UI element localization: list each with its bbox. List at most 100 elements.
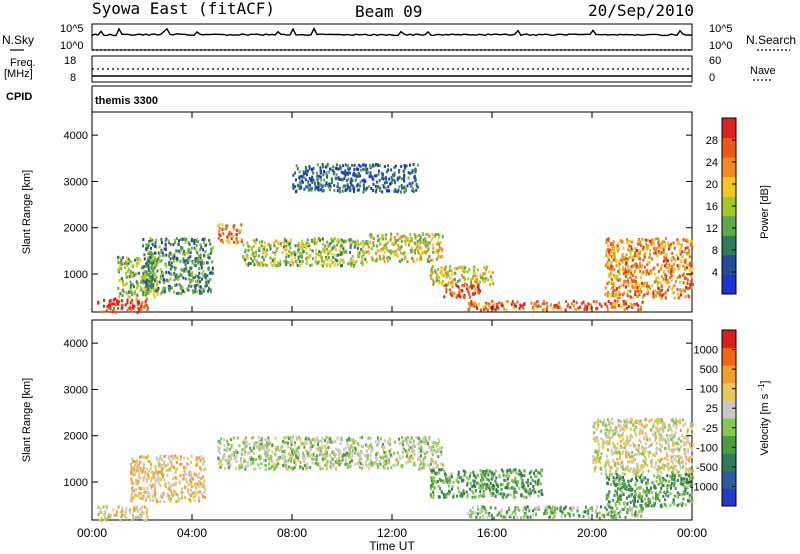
scatter-cell: [619, 420, 622, 424]
scatter-cell: [102, 505, 105, 509]
scatter-cell: [192, 495, 195, 499]
scatter-cell: [200, 277, 203, 281]
scatter-cell: [362, 178, 365, 182]
scatter-cell: [161, 251, 164, 255]
scatter-cell: [400, 239, 403, 243]
scatter-cell: [185, 472, 188, 476]
scatter-cell: [664, 280, 667, 284]
scatter-cell: [629, 507, 632, 511]
scatter-cell: [234, 451, 237, 455]
scatter-cell: [640, 244, 643, 248]
scatter-cell: [344, 173, 347, 177]
scatter-cell: [187, 273, 190, 277]
scatter-cell: [301, 245, 304, 248]
scatter-cell: [294, 256, 296, 260]
scatter-cell: [505, 495, 508, 499]
scatter-cell: [165, 253, 168, 257]
scatter-cell: [409, 171, 412, 175]
scatter-cell: [606, 454, 609, 458]
scatter-cell: [293, 250, 296, 254]
scatter-cell: [194, 260, 197, 264]
scatter-cell: [199, 287, 202, 291]
scatter-cell: [176, 276, 179, 280]
scatter-cell: [475, 274, 478, 278]
scatter-cell: [106, 305, 109, 309]
scatter-cell: [462, 469, 465, 473]
y-tick-label: 4000: [64, 130, 88, 142]
scatter-cell: [167, 481, 170, 485]
scatter-cell: [433, 461, 436, 465]
scatter-cell: [324, 248, 327, 251]
scatter-cell: [668, 244, 671, 248]
scatter-cell: [133, 274, 136, 277]
scatter-cell: [368, 466, 371, 470]
scatter-cell: [371, 256, 374, 260]
scatter-cell: [384, 186, 387, 190]
scatter-cell: [625, 275, 627, 278]
scatter-cell: [607, 237, 610, 241]
scatter-cell: [668, 466, 671, 470]
scatter-cell: [155, 470, 158, 474]
scatter-cell: [619, 510, 622, 514]
scatter-cell: [264, 255, 267, 259]
scatter-cell: [636, 282, 639, 286]
scatter-cell: [407, 243, 410, 247]
scatter-cell: [667, 464, 669, 468]
scatter-cell: [678, 461, 680, 465]
scatter-cell: [169, 460, 172, 464]
scatter-cell: [109, 307, 112, 311]
scatter-cell: [476, 512, 479, 516]
scatter-cell: [505, 308, 508, 312]
scatter-cell: [521, 473, 523, 477]
scatter-cell: [427, 259, 429, 263]
scatter-cell: [376, 248, 379, 252]
scatter-cell: [117, 306, 119, 310]
scatter-cell: [396, 458, 399, 462]
scatter-cell: [180, 292, 183, 296]
scatter-cell: [615, 264, 618, 268]
scatter-cell: [391, 178, 394, 182]
scatter-cell: [654, 289, 656, 293]
scatter-cell: [304, 169, 307, 173]
scatter-cell: [386, 170, 388, 174]
scatter-cell: [339, 166, 342, 170]
scatter-cell: [175, 500, 178, 504]
scatter-cell: [283, 436, 286, 440]
scatter-cell: [143, 291, 146, 295]
scatter-cell: [617, 300, 620, 304]
scatter-cell: [687, 251, 690, 255]
scatter-cell: [575, 308, 578, 312]
scatter-cell: [467, 289, 470, 293]
scatter-cell: [622, 246, 625, 250]
scatter-cell: [661, 288, 664, 292]
scatter-cell: [323, 262, 326, 266]
scatter-cell: [476, 290, 479, 294]
scatter-cell: [239, 459, 242, 463]
scatter-cell: [370, 450, 373, 454]
scatter-cell: [615, 277, 618, 281]
scatter-cell: [630, 510, 633, 514]
scatter-cell: [666, 259, 669, 263]
scatter-cell: [302, 170, 305, 174]
scatter-cell: [658, 432, 660, 436]
scatter-cell: [251, 459, 254, 463]
scatter-cell: [474, 287, 477, 291]
scatter-cell: [529, 515, 532, 519]
scatter-cell: [255, 238, 258, 242]
scatter-cell: [175, 273, 178, 277]
scatter-cell: [515, 471, 518, 475]
scatter-cell: [350, 439, 353, 442]
scatter-cell: [522, 515, 525, 519]
scatter-cell: [281, 251, 284, 254]
scatter-cell: [481, 483, 484, 487]
scatter-cell: [428, 254, 431, 258]
scatter-cell: [276, 240, 279, 244]
scatter-cell: [612, 255, 614, 259]
scatter-cell: [169, 257, 172, 261]
scatter-cell: [658, 291, 660, 295]
scatter-cell: [422, 251, 425, 255]
scatter-cell: [631, 506, 634, 510]
scatter-cell: [428, 241, 431, 245]
scatter-cell: [250, 457, 253, 461]
scatter-cell: [629, 302, 632, 306]
